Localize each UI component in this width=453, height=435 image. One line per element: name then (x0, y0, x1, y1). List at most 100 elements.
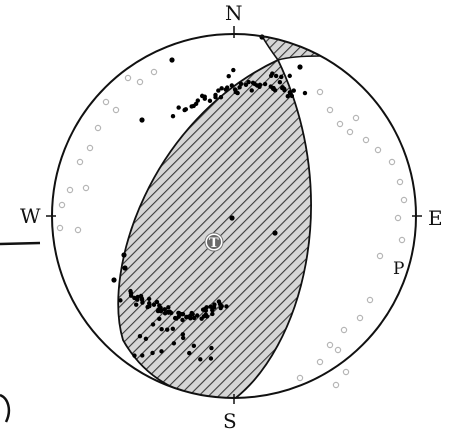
dilatational-point (352, 114, 360, 122)
west-label: W (20, 204, 41, 228)
t-axis-label: T (209, 236, 219, 251)
compressional-point (249, 88, 254, 93)
compressional-point (134, 302, 139, 307)
dilatational-point (74, 226, 82, 234)
compressional-point (287, 90, 293, 95)
t-axis-marker-inner (207, 235, 221, 249)
dilatational-point (76, 158, 84, 166)
compressional-point (212, 302, 217, 307)
compressional-point (229, 215, 235, 221)
compressional-point (128, 293, 134, 298)
p-axis-label: P (393, 259, 404, 279)
dilatational-point (334, 346, 342, 354)
compressional-point (151, 302, 157, 307)
compressional-point (187, 350, 192, 356)
compressional-point (238, 81, 244, 86)
compressional-point (204, 314, 210, 319)
dilatational-point (340, 326, 348, 334)
compressional-point (172, 315, 178, 321)
compressional-point (273, 73, 279, 79)
compressional-point (272, 88, 278, 93)
compressional-point (157, 303, 162, 308)
compressional-point (213, 92, 218, 98)
compressional-point (132, 353, 137, 358)
compressional-point (150, 322, 156, 327)
compressional-point (118, 298, 123, 303)
compressional-point (285, 93, 290, 99)
compressional-point (237, 85, 242, 90)
compressional-point (207, 98, 213, 104)
compressional-point (279, 74, 284, 80)
compressional-point (224, 304, 229, 309)
compressional-point (208, 304, 213, 309)
compressional-point (226, 74, 231, 79)
dilatational-point (316, 358, 324, 366)
compressional-point (147, 303, 152, 309)
compressional-point (111, 277, 117, 283)
compressional-point (166, 310, 171, 315)
compressional-point (139, 117, 145, 123)
compressional-point (176, 310, 181, 316)
dilatational-point (346, 128, 354, 136)
dilatational-point (124, 74, 132, 82)
compressional-point (291, 88, 296, 93)
dilatational-point (332, 381, 340, 389)
compressional-point (208, 356, 214, 361)
compressional-point (180, 317, 185, 323)
dilatational-point (82, 184, 90, 192)
compressional-point (219, 86, 224, 91)
compressional-point (137, 333, 143, 339)
dilatational-point (150, 68, 158, 76)
compressional-quadrant-north (260, 35, 323, 61)
compressional-point (159, 327, 164, 332)
dilatational-point (86, 144, 94, 152)
external-arc-fragment (0, 393, 11, 423)
compressional-point (140, 300, 145, 305)
compressional-point (272, 230, 278, 236)
compressional-point (195, 98, 201, 103)
compressional-point (210, 311, 215, 317)
compressional-point (138, 293, 144, 299)
compressional-point (218, 95, 224, 100)
compressional-point (162, 307, 167, 312)
compressional-point (202, 94, 207, 99)
compressional-point (216, 299, 222, 304)
dilatational-point (356, 314, 364, 322)
compressional-point (176, 105, 181, 110)
compressional-point (191, 343, 197, 349)
dilatational-point (102, 98, 110, 106)
compressional-point (229, 83, 235, 88)
dilatational-point (400, 196, 408, 204)
compressional-point (297, 64, 303, 70)
compressional-point (150, 350, 155, 356)
dilatational-point (316, 88, 324, 96)
compressional-point (165, 327, 170, 332)
compressional-point (170, 114, 176, 119)
dilatational-point (362, 136, 370, 144)
compressional-point (287, 73, 292, 79)
compressional-point (268, 73, 274, 78)
compressional-point (195, 313, 200, 318)
compressional-point (162, 311, 168, 316)
compressional-point (218, 305, 223, 311)
dilatational-point (112, 106, 120, 114)
compressional-point (180, 335, 186, 341)
compressional-point (128, 288, 133, 294)
compressional-point (257, 82, 263, 88)
compressional-point (170, 326, 176, 332)
compressional-point (159, 349, 164, 354)
dilatational-point (94, 124, 102, 132)
compressional-point (204, 305, 209, 310)
compressional-point (143, 336, 149, 341)
dilatational-point (136, 78, 144, 86)
compressional-point (157, 316, 162, 322)
east-label: E (428, 206, 443, 230)
compressional-point (135, 297, 140, 302)
compressional-quadrant-main (117, 58, 312, 398)
external-line (0, 241, 41, 246)
dilatational-point (336, 120, 344, 128)
compressional-point (191, 315, 197, 321)
compressional-point (180, 311, 186, 317)
dilatational-point (376, 252, 384, 260)
